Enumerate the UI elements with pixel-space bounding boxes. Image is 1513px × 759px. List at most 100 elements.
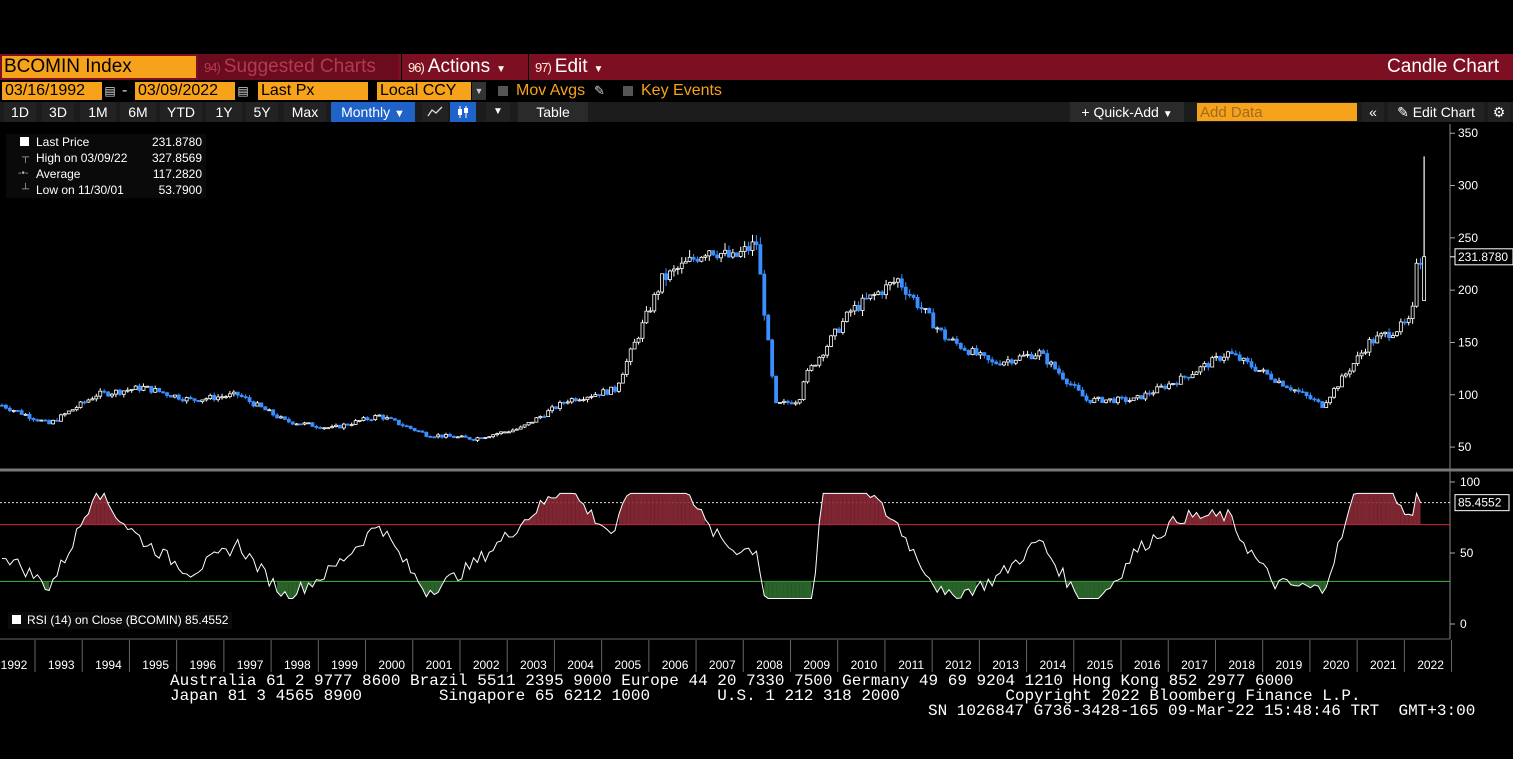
- price-field-select[interactable]: Last Px: [258, 82, 368, 100]
- actions-menu[interactable]: 96) Actions ▼: [401, 54, 525, 80]
- rsi-oversold-fill: [1090, 581, 1095, 599]
- candle-body: [1041, 350, 1046, 355]
- rsi-overbought-fill: [622, 495, 627, 525]
- candle-body: [652, 294, 657, 312]
- candle-body: [1249, 361, 1254, 368]
- rsi-overbought-fill: [552, 497, 557, 525]
- pencil-icon[interactable]: ✎: [594, 83, 605, 98]
- edit-chart-button[interactable]: ✎ Edit Chart: [1388, 102, 1484, 122]
- candle-body: [345, 423, 350, 426]
- candle-body: [110, 393, 114, 397]
- legend-label: Last Price: [36, 135, 90, 149]
- candle-body: [758, 244, 763, 275]
- rsi-overbought-fill: [587, 509, 592, 525]
- candle-body: [1379, 333, 1384, 337]
- period-1m[interactable]: 1M: [80, 102, 116, 122]
- rsi-overbought-fill: [112, 510, 116, 525]
- candle-body: [699, 256, 704, 262]
- candle-body: [1186, 376, 1191, 379]
- period-1y[interactable]: 1Y: [206, 102, 242, 122]
- rsi-overbought-fill: [673, 493, 678, 525]
- candle-body: [1108, 398, 1112, 401]
- year-label: 2011: [898, 658, 924, 672]
- candle-body: [165, 392, 169, 396]
- candle-body: [1277, 380, 1281, 383]
- year-label: 2018: [1228, 658, 1255, 672]
- legend-row-low: ┴ Low on 11/30/01 53.7900: [6, 182, 206, 198]
- candle-body: [1233, 353, 1238, 356]
- candle-body: [271, 409, 276, 416]
- key-events-checkbox[interactable]: [623, 86, 633, 96]
- legend-row-average: -•- Average 117.2820: [6, 166, 206, 182]
- mov-avgs-checkbox[interactable]: [498, 86, 508, 96]
- caret-down-icon[interactable]: ▼: [472, 82, 486, 100]
- rsi-overbought-fill: [540, 500, 545, 525]
- suggested-charts-menu[interactable]: 94) Suggested Charts: [198, 54, 398, 80]
- candle-body: [495, 433, 499, 436]
- rsi-overbought-fill: [1357, 493, 1362, 525]
- end-date-field[interactable]: 03/09/2022: [135, 82, 235, 100]
- candle-body: [440, 434, 444, 438]
- candle-chart: 350 300 250 200 150 100 50 231.8780 100 50 0 85.455…: [0, 124, 1513, 672]
- rsi-overbought-fill: [1365, 493, 1370, 525]
- key-events-label[interactable]: Key Events: [641, 82, 722, 99]
- period-1d[interactable]: 1D: [4, 102, 36, 122]
- calendar-icon[interactable]: ▤: [104, 84, 116, 98]
- candle-body: [1300, 391, 1305, 393]
- candle-body: [848, 310, 853, 313]
- ticker-field[interactable]: BCOMIN Index: [2, 56, 196, 78]
- add-data-input[interactable]: [1197, 103, 1357, 121]
- candle-body: [1383, 331, 1388, 335]
- frequency-select[interactable]: Monthly ▼: [331, 102, 415, 122]
- candle-body: [412, 428, 417, 432]
- candle-body: [664, 273, 668, 280]
- year-label: 2012: [945, 658, 972, 672]
- candle-body: [365, 417, 370, 421]
- rsi-overbought-fill: [520, 519, 525, 525]
- rsi-overbought-fill: [583, 504, 588, 525]
- chart-style-dropdown[interactable]: ▼: [486, 102, 510, 122]
- period-max[interactable]: Max: [284, 102, 326, 122]
- legend-value: 327.8569: [151, 151, 202, 165]
- candle-body: [782, 400, 786, 403]
- candle-body: [235, 391, 240, 396]
- candle-body: [499, 431, 503, 435]
- legend-row-last: Last Price 231.8780: [6, 134, 206, 150]
- rsi-oversold-fill: [1082, 581, 1087, 599]
- candle-body: [444, 433, 448, 438]
- table-button[interactable]: Table: [518, 102, 588, 122]
- low-marker-icon: ┴: [22, 184, 30, 195]
- gear-icon[interactable]: ⚙: [1488, 102, 1510, 122]
- rsi-overbought-fill: [878, 499, 883, 525]
- rsi-oversold-fill: [292, 581, 297, 599]
- mov-avgs-label[interactable]: Mov Avgs: [516, 82, 586, 99]
- period-5y[interactable]: 5Y: [246, 102, 278, 122]
- candle-body: [1013, 359, 1018, 364]
- candle-chart-icon[interactable]: [450, 102, 476, 122]
- candle-body: [730, 252, 735, 258]
- candle-body: [1037, 350, 1042, 357]
- period-6m[interactable]: 6M: [120, 102, 156, 122]
- collapse-icon[interactable]: «: [1362, 102, 1384, 122]
- candle-body: [1391, 335, 1395, 339]
- candle-body: [644, 310, 649, 324]
- candle-body: [451, 435, 456, 439]
- period-3d[interactable]: 3D: [42, 102, 74, 122]
- edit-menu[interactable]: 97) Edit ▼: [528, 54, 618, 80]
- candle-body: [966, 349, 971, 355]
- rsi-overbought-fill: [567, 493, 572, 525]
- year-label: 2017: [1181, 658, 1208, 672]
- rsi-overbought-fill: [662, 493, 667, 525]
- line-chart-icon[interactable]: [422, 102, 448, 122]
- rsi-oversold-fill: [803, 581, 808, 599]
- quick-add-button[interactable]: + Quick-Add ▼: [1070, 102, 1184, 122]
- candle-body: [491, 434, 496, 438]
- calendar-icon[interactable]: ▤: [237, 84, 249, 98]
- candle-body: [526, 421, 531, 426]
- rsi-oversold-fill: [1106, 581, 1111, 590]
- currency-select[interactable]: Local CCY: [377, 82, 471, 100]
- start-date-field[interactable]: 03/16/1992: [2, 82, 102, 100]
- rsi-overbought-fill: [84, 513, 89, 525]
- period-ytd[interactable]: YTD: [160, 102, 202, 122]
- rsi-oversold-fill: [937, 581, 942, 593]
